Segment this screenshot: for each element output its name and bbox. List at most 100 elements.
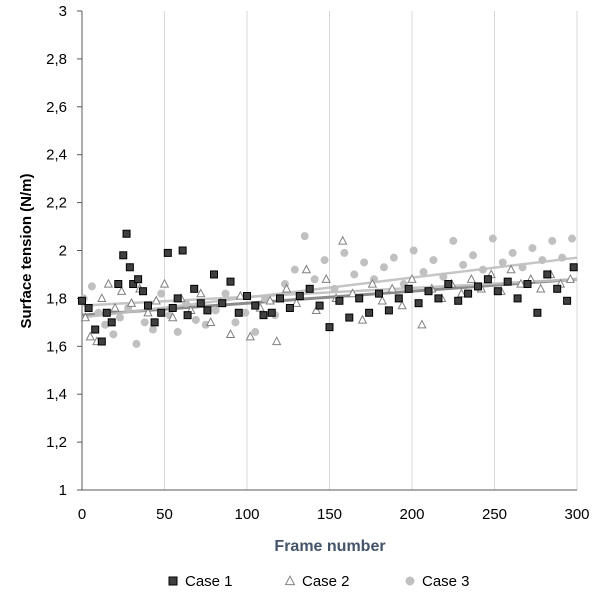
point-case-2 [466,273,477,283]
point-case-1 [173,294,182,303]
point-case-1 [78,296,86,305]
point-case-3 [330,284,339,293]
point-case-1 [483,275,492,284]
point-case-3 [469,251,478,260]
point-case-1 [102,308,111,317]
point-case-3 [211,306,220,315]
y-tick-label: 2,6 [46,99,67,116]
point-case-3 [221,289,230,298]
point-case-2 [387,283,397,293]
point-case-3 [429,256,438,265]
point-case-1 [493,287,502,296]
point-case-1 [543,270,552,279]
point-case-3 [389,253,398,262]
point-case-1 [114,280,123,289]
point-case-1 [84,303,93,312]
y-tick-label: 2,2 [46,195,67,212]
legend-marker-case-2 [284,575,296,586]
point-case-3 [568,234,577,243]
point-case-1 [125,263,134,272]
point-case-3 [419,268,428,277]
point-case-2 [291,297,302,307]
point-case-3 [478,265,487,274]
point-case-1 [91,325,100,334]
point-case-2 [97,293,107,303]
point-case-1 [345,313,354,322]
point-case-3 [459,260,468,269]
x-tick-label: 300 [564,506,589,523]
data-points [78,229,578,348]
point-case-3 [300,232,309,241]
point-case-3 [140,318,149,327]
y-axis-title: Surface tension (N/m) [18,173,35,328]
point-case-1 [203,306,212,315]
point-case-1 [464,289,473,298]
point-case-3 [340,248,349,257]
legend-label-case-3: Case 3 [422,573,470,590]
y-tick-label: 3 [59,3,67,20]
point-case-1 [234,308,243,317]
point-case-3 [132,339,141,348]
y-tick-label: 2,4 [46,147,67,164]
point-case-1 [196,299,205,308]
point-case-2 [281,283,292,293]
point-case-3 [173,327,182,336]
point-case-3 [231,318,240,327]
point-case-3 [528,244,537,253]
point-case-1 [144,301,152,310]
y-tick-label: 2 [59,243,67,260]
point-case-3 [148,325,157,334]
point-case-1 [150,318,159,327]
point-case-1 [134,275,143,284]
point-case-1 [444,280,453,289]
x-tick-label: 200 [399,506,424,523]
point-case-2 [321,273,331,283]
point-case-2 [235,290,246,300]
point-case-1 [365,308,374,317]
point-case-3 [109,330,118,339]
point-case-2 [397,300,407,310]
point-case-3 [191,315,200,324]
point-case-3 [538,256,547,265]
point-case-1 [523,280,532,289]
point-case-2 [301,264,312,274]
point-case-1 [107,318,116,327]
point-case-1 [190,284,199,293]
grid [164,11,578,490]
y-tick-label: 1,6 [46,338,67,355]
legend-label-case-1: Case 1 [185,573,233,590]
point-case-1 [251,301,260,310]
point-case-1 [243,292,251,301]
point-case-1 [414,299,423,308]
point-case-1 [163,248,172,257]
point-case-2 [116,285,127,295]
point-case-1 [226,277,235,286]
point-case-1 [335,296,344,305]
point-case-1 [157,308,166,317]
point-case-2 [110,302,120,312]
point-case-1 [503,277,512,286]
point-case-2 [85,331,95,341]
point-case-2 [377,295,387,305]
point-case-2 [311,305,321,315]
point-case-1 [394,294,403,303]
point-case-1 [533,308,542,317]
point-case-2 [151,295,161,305]
point-case-1 [168,303,177,312]
legend-label-case-2: Case 2 [302,573,350,590]
point-case-3 [241,308,250,317]
point-case-1 [210,270,218,279]
point-case-1 [139,287,148,296]
point-case-1 [119,251,128,260]
point-case-3 [548,236,557,245]
point-case-1 [259,311,268,320]
point-case-3 [488,234,497,243]
point-case-3 [290,265,299,274]
point-case-1 [569,263,578,272]
legend: Case 1 Case 2 Case 3 [168,573,470,590]
point-case-3 [251,327,260,336]
trendline-3 [81,256,578,319]
y-tick-label: 1,4 [46,386,67,403]
